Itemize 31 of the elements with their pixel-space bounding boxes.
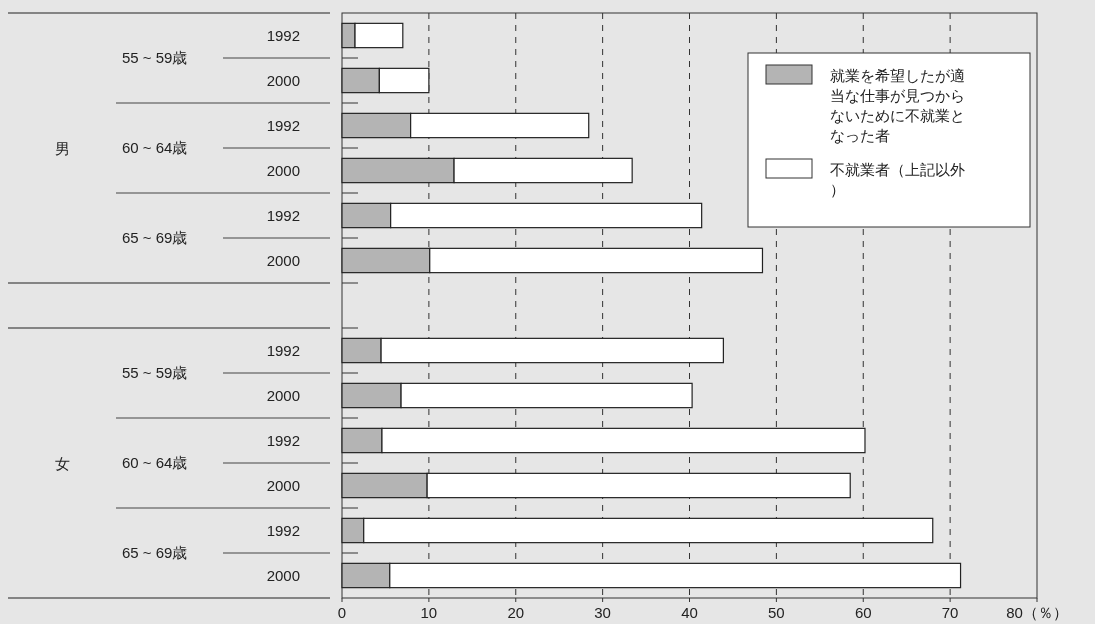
y-tick-label: 2000 — [266, 71, 300, 89]
y-tick-label: 1992 — [266, 206, 300, 224]
y-tick-label: 2000 — [266, 476, 300, 494]
x-tick-label: 60 — [854, 604, 872, 621]
y-tick-label: 2000 — [266, 566, 300, 584]
x-tick-label: 50 — [768, 604, 785, 621]
text: 65 ~ 69歳 — [122, 544, 188, 561]
y-tick-label: 2000 — [266, 251, 300, 269]
text: 男 — [54, 140, 70, 157]
y-tick-label: 1992 — [266, 341, 300, 359]
x-tick-label: 80（％） — [1006, 604, 1068, 621]
x-tick-label: 70 — [941, 604, 959, 621]
text: 55 ~ 59歳 — [122, 49, 188, 66]
x-tick-label: 30 — [594, 604, 611, 621]
y-tick-label: 1992 — [266, 116, 300, 134]
text: 60 ~ 64歳 — [122, 139, 188, 156]
text: 55 ~ 59歳 — [122, 364, 188, 381]
x-tick-label: 0 — [337, 604, 347, 621]
y-tick-label: 2000 — [266, 161, 300, 179]
text: 65 ~ 69歳 — [122, 229, 188, 246]
text: 60 ~ 64歳 — [122, 454, 188, 471]
legend-label: 就業を希望したが適当な仕事が見つからないために不就業となった者 — [830, 67, 965, 144]
x-tick-label: 20 — [507, 604, 525, 621]
x-tick-label: 10 — [420, 604, 438, 621]
x-tick-label: 40 — [681, 604, 698, 621]
y-tick-label: 1992 — [266, 26, 300, 44]
text: 女 — [54, 455, 70, 472]
y-tick-label: 2000 — [266, 386, 300, 404]
y-tick-label: 1992 — [266, 431, 300, 449]
legend-label: 不就業者（上記以外） — [830, 161, 965, 198]
y-tick-label: 1992 — [266, 521, 300, 539]
